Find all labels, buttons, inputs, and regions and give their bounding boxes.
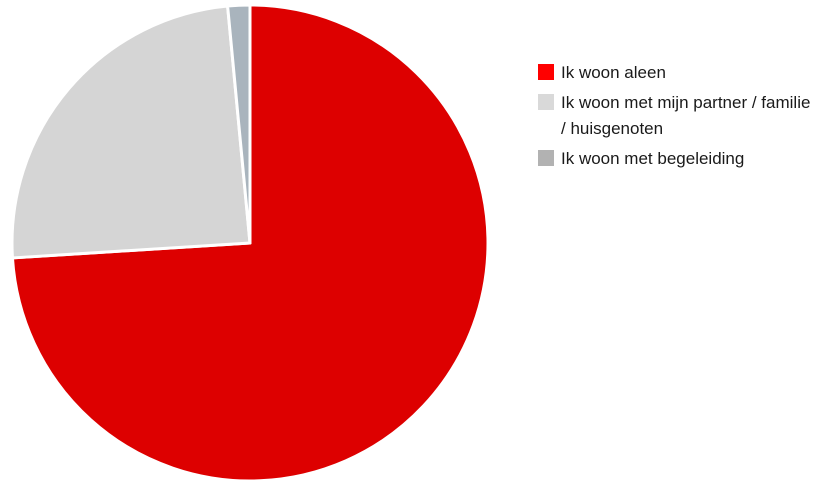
legend-label-guidance: Ik woon met begeleiding bbox=[561, 149, 745, 168]
legend-label-partner-family: Ik woon met mijn partner / familie / hui… bbox=[561, 93, 811, 138]
legend-item-guidance: Ik woon met begeleiding bbox=[538, 146, 813, 172]
legend-swatch-guidance bbox=[538, 150, 554, 166]
legend-label-alone: Ik woon aleen bbox=[561, 63, 666, 82]
pie-slice-guidance bbox=[226, 3, 252, 245]
legend-item-alone: Ik woon aleen bbox=[538, 60, 813, 86]
legend-swatch-alone bbox=[538, 64, 554, 80]
legend-item-partner-family: Ik woon met mijn partner / familie / hui… bbox=[538, 90, 813, 142]
chart-legend: Ik woon aleen Ik woon met mijn partner /… bbox=[538, 60, 813, 176]
pie-slice-partner-family bbox=[10, 4, 252, 260]
legend-swatch-partner-family bbox=[538, 94, 554, 110]
